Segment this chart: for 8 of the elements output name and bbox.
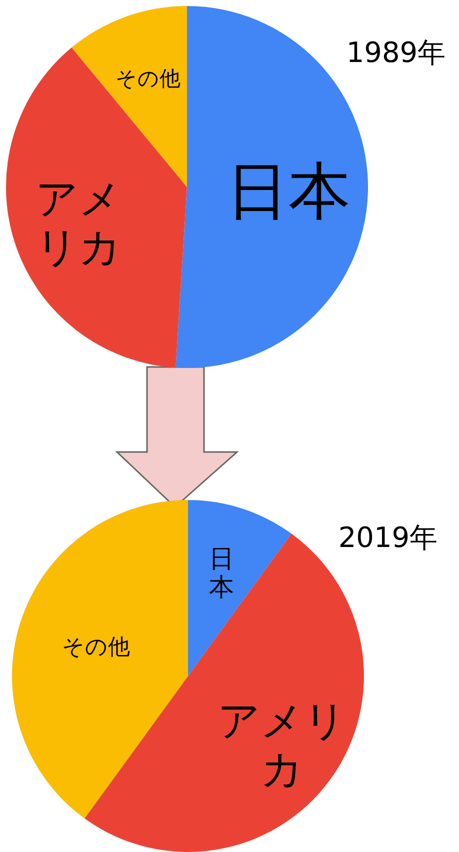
- slice-label: その他: [115, 66, 180, 91]
- text: 2019年: [338, 521, 438, 554]
- slice-label: 日本: [226, 154, 350, 228]
- text: 1989年: [346, 36, 446, 69]
- slice-label: 日本: [209, 544, 234, 602]
- slice-label: アメリカ: [36, 174, 122, 272]
- slice-label: アメリカ: [217, 696, 346, 794]
- slice-label: その他: [62, 635, 130, 660]
